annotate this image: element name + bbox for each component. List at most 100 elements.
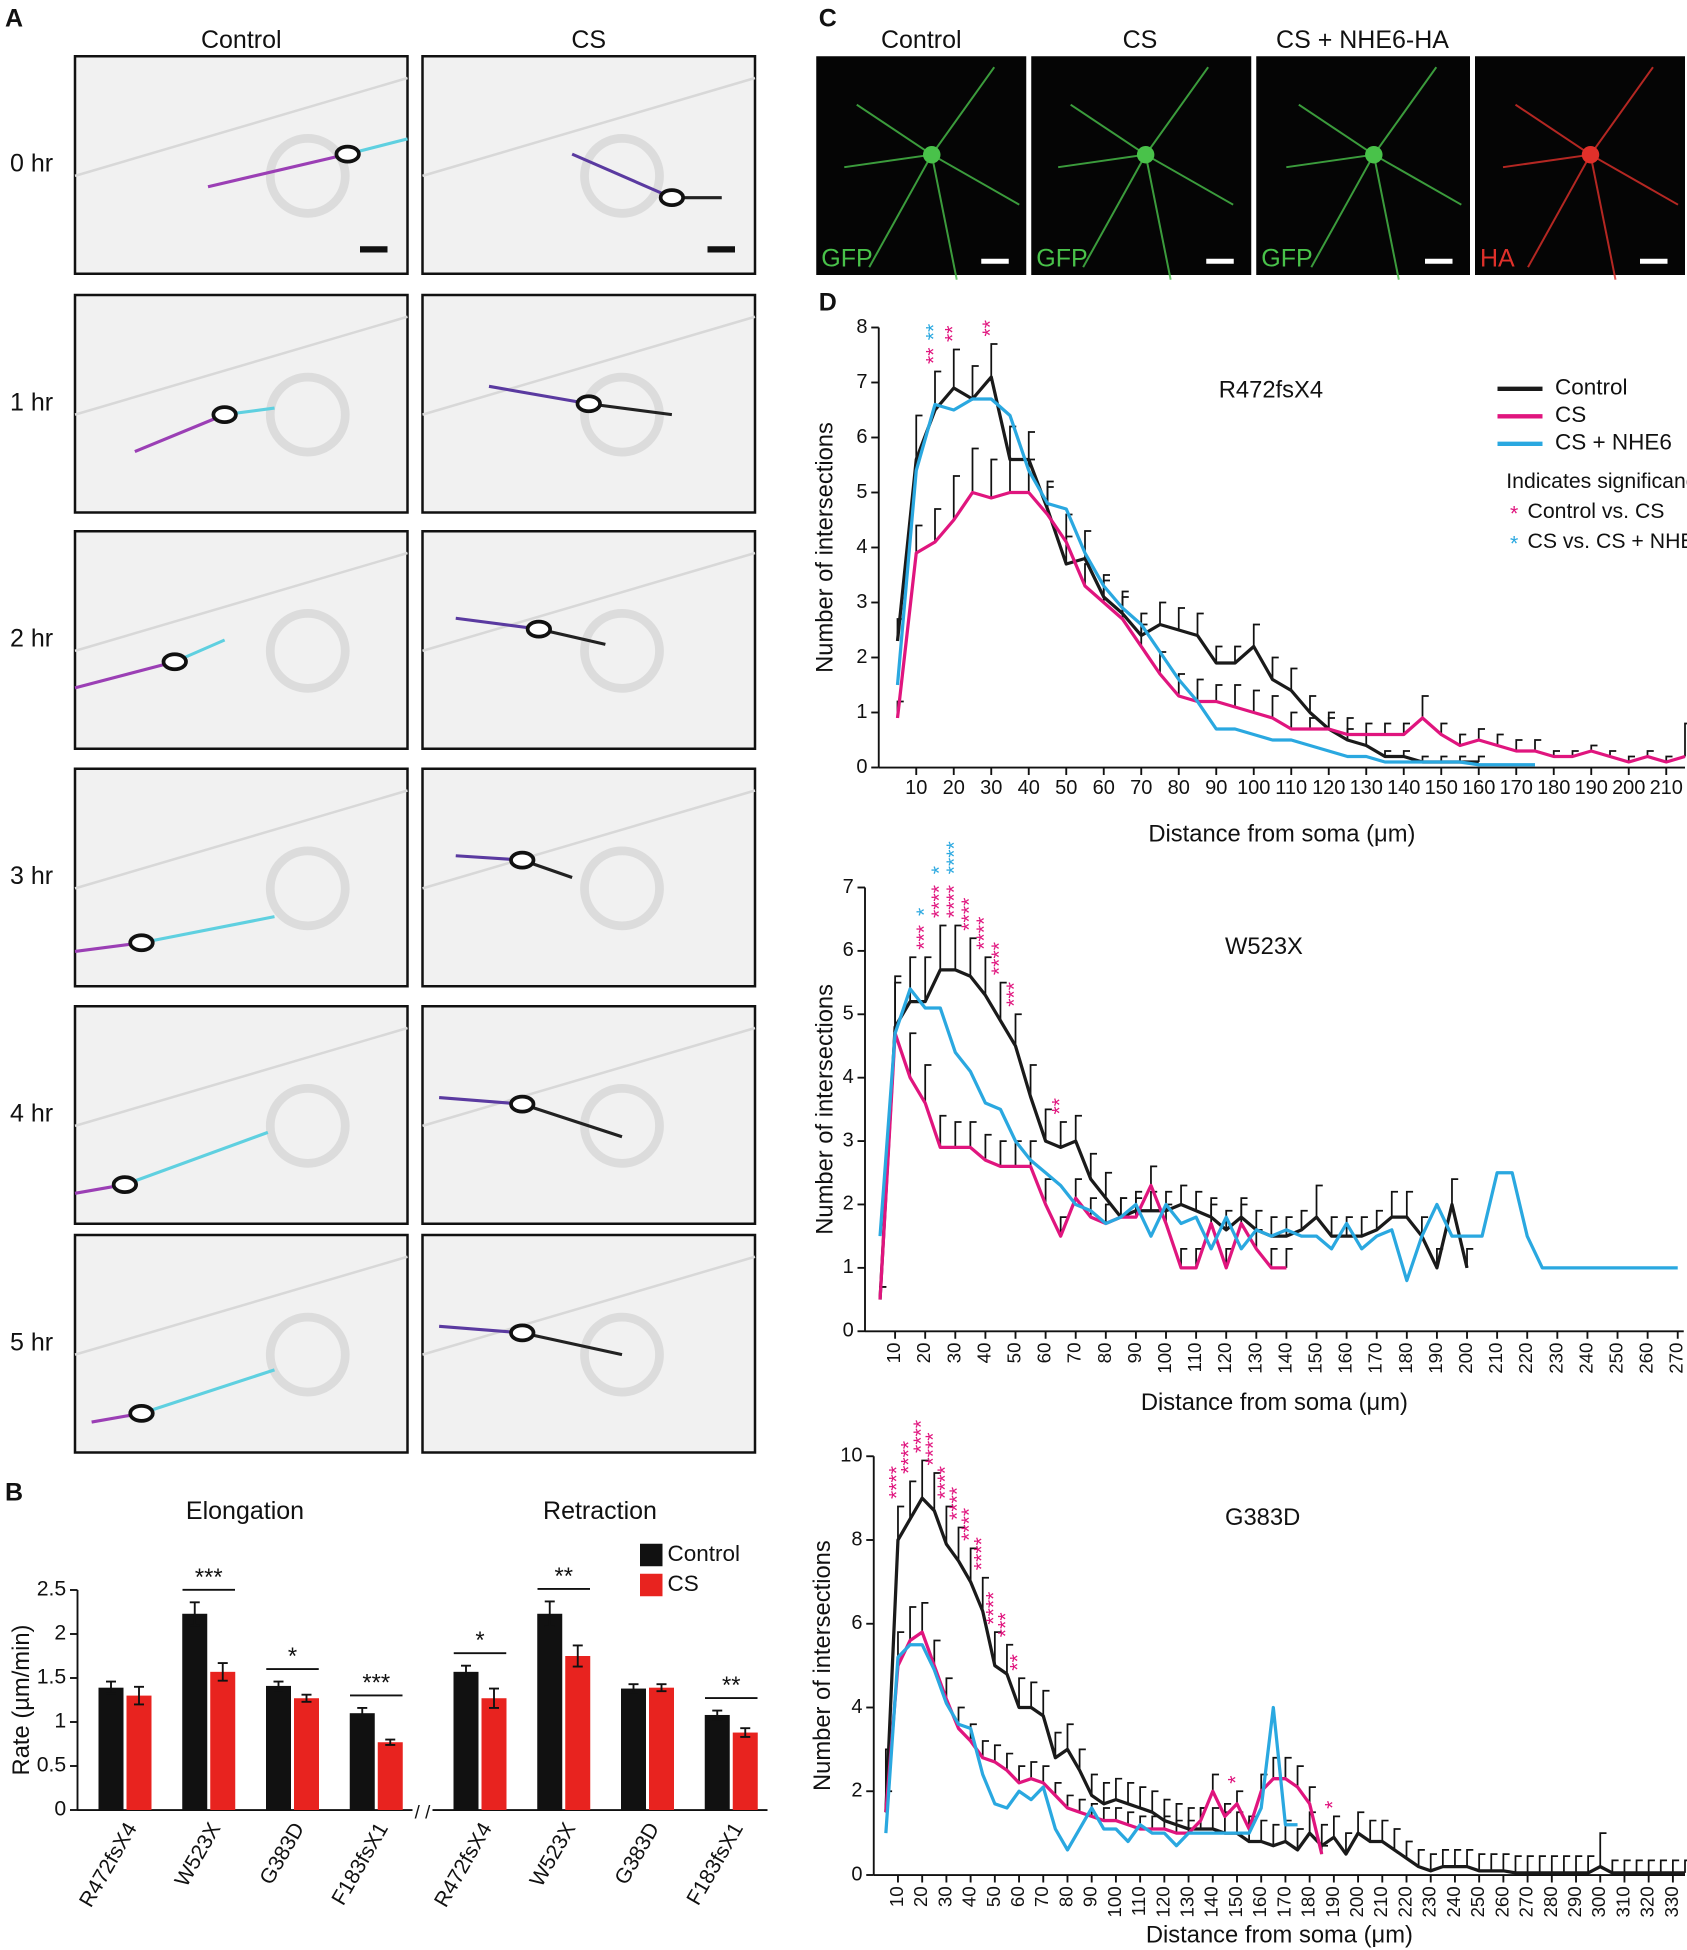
significance-stars: **** [927, 885, 951, 918]
legend-swatch [640, 1543, 663, 1567]
scale-bar [1425, 258, 1453, 264]
scale-bar [1640, 258, 1668, 264]
soma [1136, 145, 1155, 164]
error-bar [273, 1680, 284, 1692]
x-tick-label: 240 [1443, 1886, 1464, 1917]
y-tick-label: 1 [843, 1256, 854, 1278]
error-bar [106, 1680, 117, 1695]
significance-stars: **** [945, 1487, 969, 1520]
error-bar [1405, 1190, 1414, 1218]
x-tick-label: 130 [1350, 777, 1383, 799]
trace [141, 915, 275, 945]
error-bar [628, 1683, 639, 1694]
neurite [1298, 103, 1375, 156]
error-bar [999, 1140, 1007, 1167]
error-bar [1018, 1677, 1026, 1708]
error-bar [217, 1662, 228, 1682]
error-bar [1459, 755, 1467, 762]
x-tick-label: W523X [170, 1818, 226, 1890]
chart-title: W523X [1225, 933, 1303, 960]
soma [111, 1175, 139, 1194]
y-tick-label: 8 [856, 316, 867, 338]
x-tick-label: 80 [1094, 1343, 1115, 1364]
y-tick-label: 1.5 [37, 1665, 67, 1689]
x-tick-label: 310 [1612, 1886, 1633, 1917]
series-line [878, 968, 1469, 1300]
error-bar [1151, 1790, 1159, 1813]
cell-halo [265, 609, 350, 693]
y-tick-label: 2 [843, 1193, 854, 1215]
error-bar [1180, 1247, 1188, 1268]
bar [565, 1656, 591, 1810]
neurite [1144, 154, 1172, 280]
error-bar [1375, 1209, 1383, 1230]
x-tick-label: 180 [1298, 1886, 1319, 1917]
neurite [1070, 103, 1147, 156]
bar [453, 1671, 479, 1810]
x-tick-label: 210 [1370, 1886, 1391, 1917]
error-bar [952, 348, 961, 388]
significance-stars: **** [933, 1466, 957, 1499]
trace [521, 1331, 623, 1357]
cell-halo [580, 133, 664, 218]
bar [481, 1698, 507, 1810]
soma [525, 619, 553, 639]
error-bar [981, 1740, 989, 1758]
x-tick-label: 300 [1588, 1886, 1609, 1917]
error-bar [1175, 1819, 1183, 1834]
error-bar [1684, 722, 1687, 757]
significance-stars: * [927, 866, 951, 874]
neurite [1082, 154, 1147, 268]
error-bar [1332, 1815, 1341, 1838]
trace [521, 1102, 623, 1139]
significance-stars: **** [981, 1592, 1005, 1625]
row-label: 0 hr [10, 150, 53, 178]
x-tick-label: 170 [1273, 1886, 1294, 1917]
row-label: 5 hr [10, 1328, 53, 1356]
neurite [844, 153, 932, 169]
neurite [930, 66, 996, 156]
error-bar [1044, 1108, 1052, 1142]
row-label: 4 hr [10, 1100, 53, 1128]
y-tick-label: 3 [856, 591, 867, 613]
cell-halo [580, 1312, 664, 1397]
error-bar [1345, 1216, 1353, 1237]
micrograph [73, 530, 409, 750]
x-tick-label: 160 [1462, 777, 1495, 799]
significance-legend-label: CS vs. CS + NHE6 [1528, 529, 1687, 553]
bar [649, 1687, 674, 1810]
x-tick-label: 20 [910, 1886, 931, 1907]
x-tick-label: 20 [943, 777, 965, 799]
error-bar [1587, 1855, 1595, 1873]
y-tick-label: 2 [851, 1780, 862, 1802]
panel-label: D [819, 288, 837, 316]
error-bar [1440, 755, 1448, 762]
significance-legend-symbol: * [1510, 502, 1518, 526]
error-bar [1290, 711, 1298, 729]
trace [74, 660, 176, 690]
x-tick-label: 270 [1516, 1886, 1537, 1917]
y-tick-label: 7 [843, 876, 854, 898]
soma [575, 394, 602, 414]
error-bar [1590, 744, 1598, 751]
error-bar [1384, 722, 1392, 735]
error-bar [984, 956, 992, 996]
x-tick-label: 120 [1152, 1886, 1173, 1917]
column-title: Control [201, 26, 282, 54]
error-bar [134, 1685, 145, 1706]
error-bar [1234, 645, 1242, 663]
significance-stars: * [912, 908, 936, 916]
error-bar [934, 370, 942, 410]
error-bar [1421, 695, 1429, 718]
cell-halo [265, 372, 350, 457]
error-bar [1538, 1855, 1546, 1873]
error-bar [1240, 1197, 1248, 1218]
trace [439, 1096, 523, 1106]
bar [349, 1713, 375, 1810]
error-bar [1175, 1802, 1183, 1825]
x-tick-label: G383D [610, 1818, 664, 1888]
error-bar [1429, 1853, 1437, 1871]
x-tick-label: 30 [943, 1343, 964, 1364]
scratch [74, 551, 408, 653]
